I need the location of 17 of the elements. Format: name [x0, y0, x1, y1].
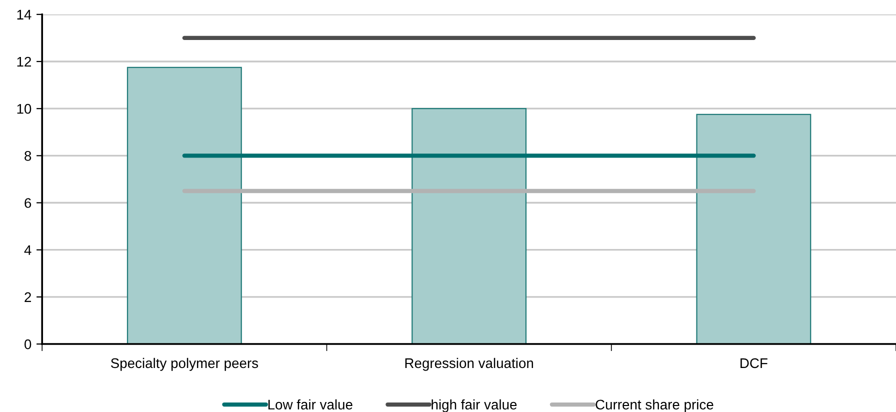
- bar: [412, 108, 527, 344]
- x-tick-label: DCF: [740, 358, 768, 368]
- bar: [126, 66, 242, 344]
- y-tick-label: 4: [24, 245, 32, 255]
- y-tick-label: 8: [24, 151, 32, 161]
- y-tick-label: 14: [17, 10, 32, 20]
- legend-label: Current share price: [596, 399, 714, 412]
- y-tick-label: 0: [24, 339, 32, 350]
- x-tick-label: Regression valuation: [405, 358, 534, 371]
- legend-label: Low fair value: [268, 399, 352, 410]
- x-tick-label: Specialty polymer peers: [110, 358, 258, 371]
- y-tick-label: 12: [17, 56, 31, 67]
- legend-label: high fair value: [432, 399, 517, 412]
- bar: [696, 114, 812, 344]
- y-tick-label: 10: [17, 104, 32, 114]
- y-tick-label: 2: [24, 292, 31, 302]
- y-tick-label: 6: [24, 198, 32, 208]
